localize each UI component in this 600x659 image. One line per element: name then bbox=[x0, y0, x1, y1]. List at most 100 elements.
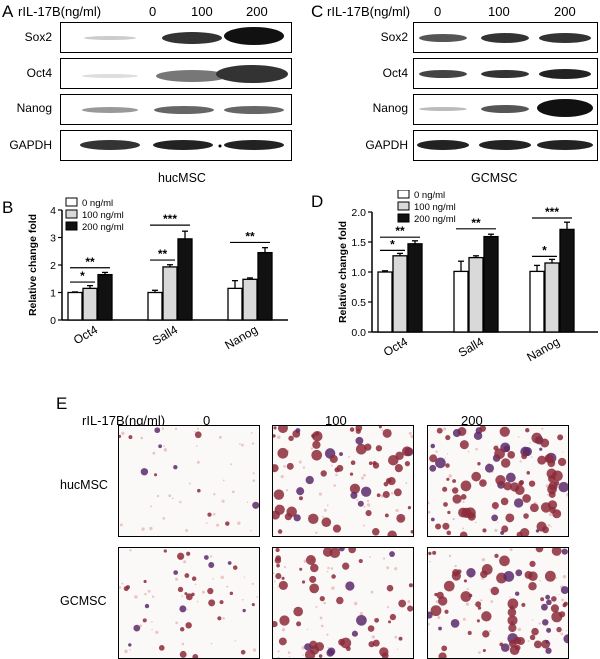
cell-dot bbox=[550, 525, 553, 528]
cell-colony bbox=[208, 561, 215, 568]
cell-dot bbox=[562, 574, 567, 579]
cell-dot bbox=[315, 531, 318, 535]
cell-colony bbox=[191, 576, 197, 581]
cell-dot bbox=[454, 564, 457, 568]
cell-colony bbox=[368, 461, 373, 466]
cell-dot bbox=[168, 494, 172, 498]
cell-colony bbox=[460, 493, 467, 500]
cell-dot bbox=[252, 648, 257, 652]
cell-dot bbox=[519, 460, 522, 463]
cell-dot bbox=[234, 639, 237, 642]
cell-colony bbox=[295, 428, 301, 434]
cell-colony bbox=[445, 434, 451, 441]
cell-colony bbox=[542, 526, 549, 534]
cell-dot bbox=[435, 450, 438, 453]
cell-dot bbox=[129, 549, 132, 552]
cell-colony bbox=[284, 513, 292, 521]
cell-dot bbox=[161, 427, 165, 430]
micrograph-gcmsc-100 bbox=[272, 547, 414, 659]
cell-dot bbox=[147, 589, 151, 593]
y-tick-label: 0.0 bbox=[351, 327, 366, 339]
cell-dot bbox=[428, 501, 430, 505]
panel-a-dose-200: 200 bbox=[246, 4, 268, 19]
cell-colony bbox=[143, 579, 147, 584]
cell-dot bbox=[243, 576, 246, 578]
significance-label: * bbox=[542, 243, 547, 257]
cell-colony bbox=[537, 455, 547, 465]
cell-dot bbox=[462, 500, 465, 504]
cell-dot bbox=[196, 460, 200, 464]
panel-c-row-gapdh: GAPDH bbox=[365, 138, 408, 152]
cell-colony bbox=[382, 490, 390, 499]
panel-e-dose-100: 100 bbox=[325, 413, 347, 428]
cell-colony bbox=[275, 548, 280, 553]
cell-colony bbox=[277, 447, 289, 459]
cell-colony bbox=[561, 548, 568, 555]
cell-colony bbox=[523, 513, 529, 519]
cell-colony bbox=[345, 581, 355, 591]
cell-colony bbox=[184, 573, 190, 578]
cell-dot bbox=[201, 590, 205, 594]
cell-dot bbox=[428, 510, 431, 514]
cell-dot bbox=[298, 460, 302, 464]
cell-colony bbox=[480, 570, 488, 579]
cell-dot bbox=[546, 493, 549, 496]
cell-dot bbox=[353, 601, 358, 606]
significance-label: * bbox=[390, 237, 395, 251]
cell-dot bbox=[150, 505, 153, 508]
cell-dot bbox=[129, 649, 132, 651]
cell-dot bbox=[196, 427, 199, 430]
cell-colony bbox=[372, 462, 380, 469]
cell-colony bbox=[562, 603, 567, 608]
cell-colony bbox=[475, 601, 482, 608]
category-label: Sall4 bbox=[150, 322, 180, 348]
cell-dot bbox=[252, 472, 255, 475]
cell-dot bbox=[429, 560, 431, 563]
cell-colony bbox=[252, 501, 259, 509]
cell-colony bbox=[310, 563, 319, 573]
cell-dot bbox=[210, 642, 213, 645]
bar bbox=[162, 266, 178, 321]
bar bbox=[227, 287, 243, 321]
significance-label: ** bbox=[158, 247, 168, 261]
cell-dot bbox=[163, 445, 165, 448]
cell-dot bbox=[285, 489, 289, 492]
bar bbox=[483, 235, 499, 333]
cell-dot bbox=[209, 555, 213, 558]
cell-colony bbox=[273, 620, 278, 628]
panel-a-header: rIL-17B(ng/ml) bbox=[18, 4, 102, 19]
panel-b-letter: B bbox=[2, 198, 14, 217]
cell-colony bbox=[430, 605, 442, 617]
cell-colony bbox=[539, 447, 543, 451]
cell-colony bbox=[119, 434, 122, 438]
cell-colony bbox=[438, 626, 442, 631]
cell-dot bbox=[156, 494, 160, 498]
cell-colony bbox=[304, 643, 312, 651]
cell-dot bbox=[490, 600, 494, 603]
cell-dot bbox=[565, 630, 567, 632]
cell-colony bbox=[276, 563, 280, 568]
cell-dot bbox=[171, 497, 174, 500]
cell-colony bbox=[546, 627, 552, 633]
cell-colony bbox=[490, 586, 500, 596]
cell-colony bbox=[197, 488, 201, 493]
cell-colony bbox=[558, 611, 566, 618]
panel-b-chart: 0 1 2 3 4 Relative change fold Oct4 Sall4 Nanog *… bbox=[27, 197, 288, 352]
cell-colony bbox=[494, 553, 499, 559]
cell-colony bbox=[533, 640, 542, 649]
legend-swatch bbox=[65, 197, 78, 207]
cell-colony bbox=[349, 472, 354, 476]
cell-dot bbox=[335, 473, 338, 477]
cell-colony bbox=[123, 586, 129, 592]
panel-a-blot bbox=[60, 22, 292, 161]
cell-colony bbox=[208, 599, 216, 607]
significance-label: ** bbox=[245, 229, 255, 243]
cell-colony bbox=[273, 426, 277, 430]
cell-dot bbox=[488, 630, 492, 633]
cell-dot bbox=[196, 445, 198, 447]
bar bbox=[453, 270, 469, 333]
cell-dot bbox=[331, 586, 335, 590]
cell-colony bbox=[507, 608, 517, 617]
cell-dot bbox=[369, 556, 371, 558]
cell-dot bbox=[462, 617, 466, 621]
